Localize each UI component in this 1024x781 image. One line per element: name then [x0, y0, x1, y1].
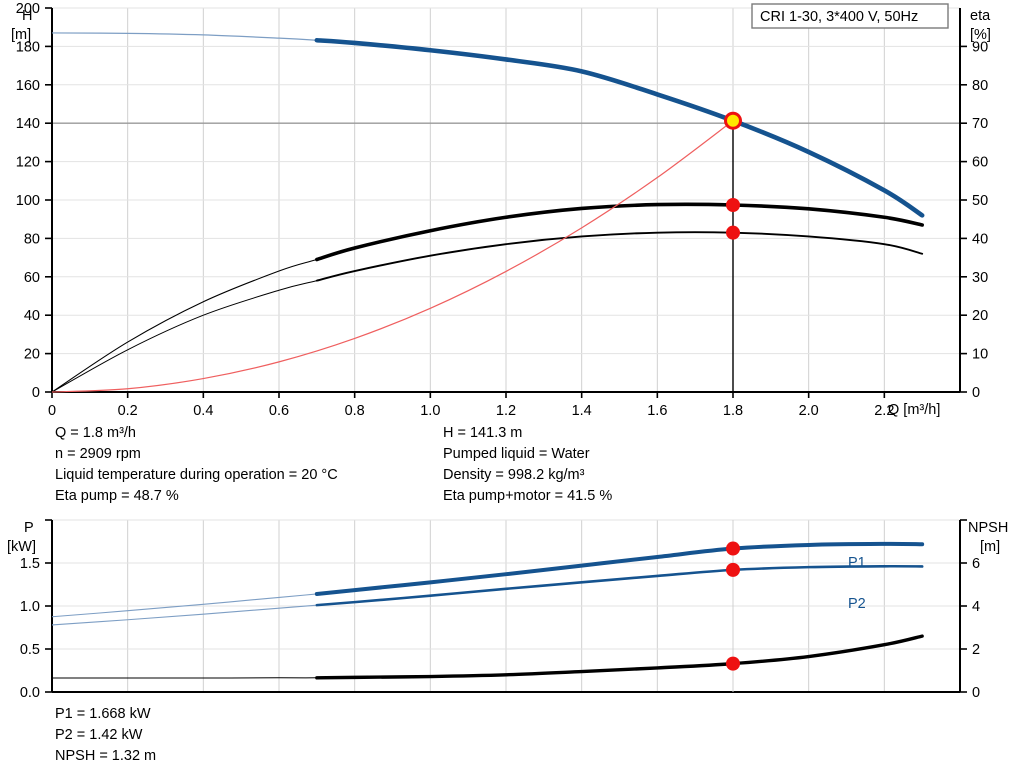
curve-p2 [315, 564, 924, 607]
tick-label: 10 [972, 347, 988, 363]
info-density: Density = 998.2 kg/m³ [443, 467, 585, 483]
tick-label: 4 [972, 599, 980, 615]
top-left-axis-title: H [22, 8, 32, 24]
tick-label: 2 [972, 642, 980, 658]
tick-label: 1.0 [20, 599, 40, 615]
curve-eta-pump [315, 202, 924, 262]
curve-eta-pump-motor [315, 231, 924, 282]
tick-label: 0 [972, 385, 980, 401]
tick-label: 0.0 [20, 685, 40, 701]
tick-label: 30 [972, 270, 988, 286]
tick-label: 20 [24, 347, 40, 363]
tick-label: 20 [972, 308, 988, 324]
top-left-axis-unit: [m] [11, 27, 31, 43]
model-legend-label: CRI 1-30, 3*400 V, 50Hz [760, 9, 918, 25]
curve-head-h- [314, 37, 925, 218]
top-info-block: Q = 1.8 m³/h n = 2909 rpm Liquid tempera… [55, 425, 612, 504]
tick-label: 1.0 [420, 403, 440, 419]
curve-npsh [315, 634, 924, 680]
tick-label: 200 [16, 1, 40, 17]
bottom-right-axis-unit: [m] [980, 539, 1000, 555]
tick-label: 80 [972, 78, 988, 94]
top-right-axis-unit: [%] [970, 27, 991, 43]
operating-point-indicator-top [724, 111, 742, 392]
tick-label: 1.5 [20, 556, 40, 572]
top-chart: 0 0.2 0.4 0.6 0.8 1.0 1.2 1.4 1.6 1.8 2.0 2.2 0 20 40 6… [11, 1, 991, 419]
info-p2: P2 = 1.42 kW [55, 727, 143, 743]
tick-label: 1.6 [647, 403, 667, 419]
tick-label: 50 [972, 193, 988, 209]
tick-label: 0.4 [193, 403, 213, 419]
tick-label: 6 [972, 556, 980, 572]
top-right-axis-title: eta [970, 8, 991, 24]
tick-label: 0 [972, 685, 980, 701]
top-x-axis-label: Q [m³/h] [888, 402, 940, 418]
top-chart-curves [51, 32, 925, 393]
curve-extension [51, 203, 923, 393]
info-pumped-liquid: Pumped liquid = Water [443, 446, 590, 462]
info-eta-pump: Eta pump = 48.7 % [55, 488, 179, 504]
tick-label: 100 [16, 193, 40, 209]
curve-extension [51, 32, 923, 216]
tick-label: 90 [972, 39, 988, 55]
info-q: Q = 1.8 m³/h [55, 425, 136, 441]
curve-label-p1: P1 [848, 555, 866, 571]
bottom-left-axis-title: P [24, 520, 34, 536]
p2-marker [726, 562, 740, 577]
curve-p1 [314, 541, 925, 596]
tick-label: 40 [972, 231, 988, 247]
tick-label: 1.2 [496, 403, 516, 419]
bottom-chart: 0.0 0.5 1.0 1.5 0 2 4 6 P [kW] NPSH [m] P1 P2 [7, 519, 1008, 701]
tick-label: 0 [48, 403, 56, 419]
duty-curve [51, 120, 734, 393]
eta-marker-pump [726, 197, 740, 212]
info-eta-pump-motor: Eta pump+motor = 41.5 % [443, 488, 612, 504]
tick-label: 70 [972, 116, 988, 132]
top-chart-ticks [45, 7, 967, 398]
curve-label-p2: P2 [848, 596, 866, 612]
info-npsh: NPSH = 1.32 m [55, 748, 156, 764]
model-legend-box: CRI 1-30, 3*400 V, 50Hz [751, 3, 949, 29]
bottom-chart-ticks [45, 519, 967, 693]
info-h: H = 141.3 m [443, 425, 522, 441]
tick-label: 60 [972, 155, 988, 171]
tick-label: 160 [16, 78, 40, 94]
tick-label: 0.2 [118, 403, 138, 419]
tick-label: 0.6 [269, 403, 289, 419]
info-n: n = 2909 rpm [55, 446, 141, 462]
bottom-chart-gridlines [52, 519, 960, 692]
tick-label: 0.8 [345, 403, 365, 419]
tick-label: 1.4 [572, 403, 592, 419]
bottom-right-axis-title: NPSH [968, 520, 1008, 536]
top-chart-gridlines [52, 7, 960, 392]
tick-label: 0.5 [20, 642, 40, 658]
tick-label: 2.0 [799, 403, 819, 419]
tick-label: 0 [32, 385, 40, 401]
tick-label: 140 [16, 116, 40, 132]
tick-label: 40 [24, 308, 40, 324]
tick-label: 60 [24, 270, 40, 286]
top-chart-tick-labels: 0 0.2 0.4 0.6 0.8 1.0 1.2 1.4 1.6 1.8 2.0 2.2 0 20 40 6… [16, 1, 988, 419]
tick-label: 80 [24, 231, 40, 247]
tick-label: 120 [16, 155, 40, 171]
info-p1: P1 = 1.668 kW [55, 706, 151, 722]
eta-marker-pump-motor [726, 225, 740, 240]
bottom-info-block: P1 = 1.668 kW P2 = 1.42 kW NPSH = 1.32 m [55, 706, 156, 764]
npsh-marker [726, 656, 740, 671]
tick-label: 2.2 [874, 403, 894, 419]
bottom-chart-curves [51, 541, 925, 680]
info-liquid-temperature: Liquid temperature during operation = 20… [55, 467, 338, 483]
p1-marker [726, 541, 740, 556]
bottom-chart-tick-labels: 0.0 0.5 1.0 1.5 0 2 4 6 [20, 556, 980, 701]
operating-point-indicator-bottom [726, 520, 740, 692]
operating-point-marker [727, 114, 739, 127]
bottom-left-axis-unit: [kW] [7, 539, 36, 555]
tick-label: 180 [16, 39, 40, 55]
tick-label: 1.8 [723, 403, 743, 419]
